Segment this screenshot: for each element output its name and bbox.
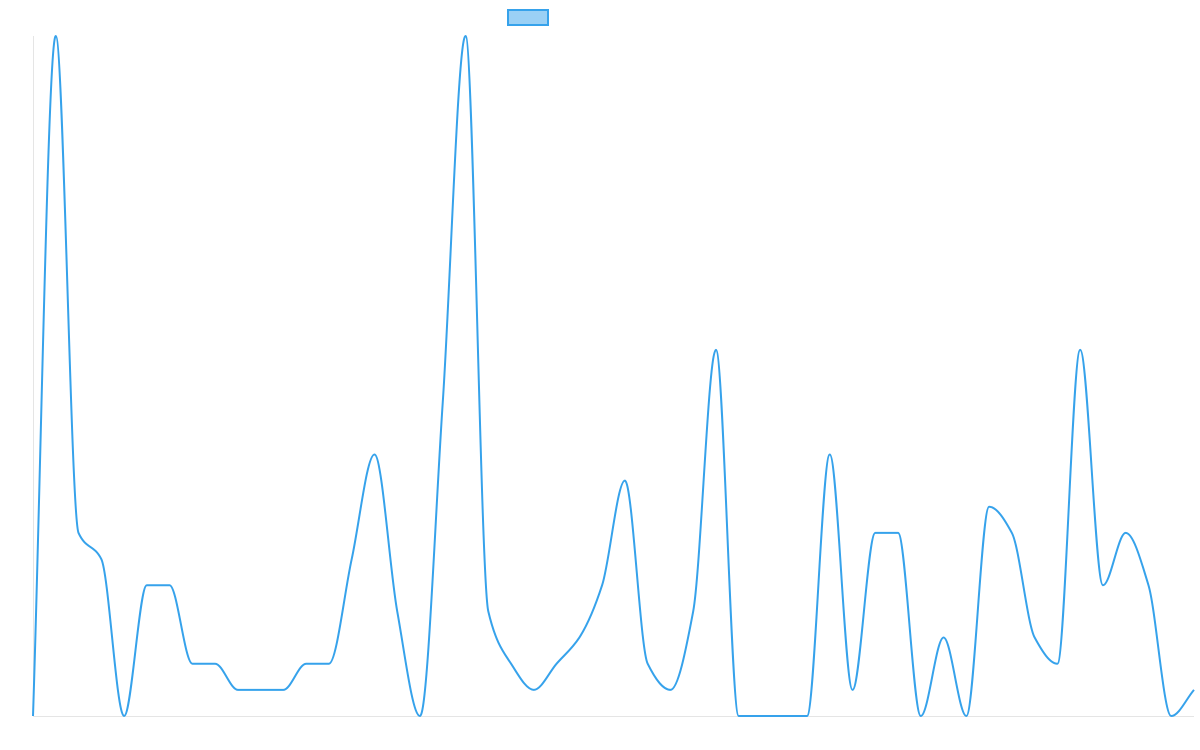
legend-swatch bbox=[507, 9, 549, 26]
line bbox=[32, 34, 1195, 718]
